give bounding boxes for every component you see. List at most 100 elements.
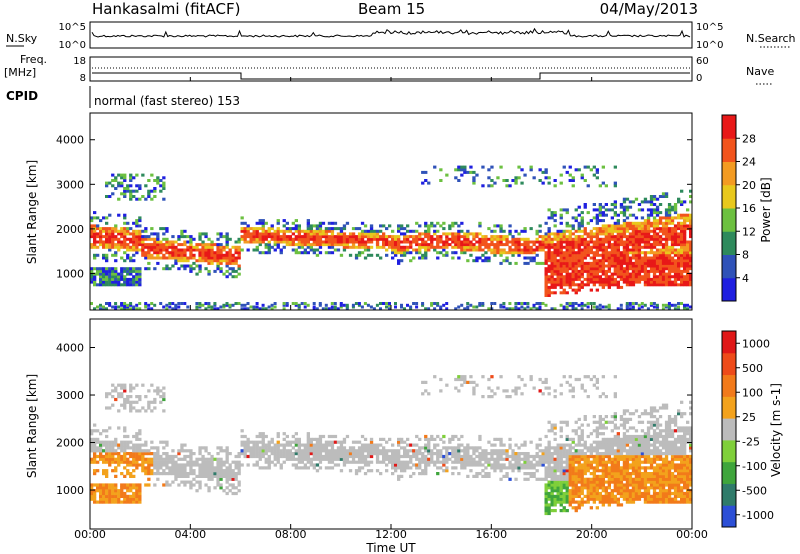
power-cell	[604, 259, 608, 263]
power-cell	[306, 219, 310, 223]
power-cell	[99, 280, 103, 284]
velocity-cell	[526, 472, 530, 476]
power-cell	[153, 248, 157, 252]
power-cell	[556, 283, 560, 287]
velocity-cell	[150, 409, 154, 413]
velocity-cell	[210, 460, 214, 464]
velocity-cell	[255, 443, 259, 447]
power-cell	[652, 237, 657, 241]
velocity-cell	[430, 460, 434, 464]
velocity-cell	[409, 454, 413, 459]
power-cell	[165, 227, 169, 231]
velocity-cell	[574, 377, 578, 382]
power-cell	[571, 184, 575, 188]
velocity-cell	[357, 466, 362, 470]
velocity-cell	[114, 437, 118, 441]
power-cell	[658, 264, 663, 268]
power-cell	[360, 305, 364, 309]
power-cell	[622, 197, 627, 201]
velocity-cell	[105, 472, 109, 476]
power-cell	[628, 280, 633, 284]
velocity-cell	[291, 452, 295, 456]
velocity-cell	[96, 449, 100, 453]
velocity-cell	[132, 434, 136, 439]
power-cell	[532, 248, 536, 252]
power-cell	[655, 208, 660, 212]
power-cell	[264, 237, 268, 241]
velocity-cell	[382, 452, 386, 456]
velocity-cell	[324, 466, 329, 470]
velocity-cell	[574, 454, 578, 459]
velocity-cell	[577, 506, 581, 510]
power-cell	[120, 256, 124, 260]
velocity-cell	[123, 434, 127, 439]
power-cell	[622, 259, 627, 263]
velocity-cell	[324, 449, 329, 453]
velocity-cell	[493, 466, 497, 470]
power-cell	[499, 253, 503, 257]
power-cell	[640, 259, 645, 263]
velocity-cell	[102, 486, 106, 490]
velocity-cell	[93, 454, 97, 459]
nsky-tick-bottom: 10^0	[59, 40, 86, 51]
power-cell	[357, 240, 362, 244]
velocity-cell	[472, 446, 476, 450]
power-cell	[234, 302, 238, 305]
velocity-cell	[550, 429, 554, 433]
velocity-cell	[556, 497, 560, 501]
velocity-cell	[267, 440, 271, 444]
power-cell	[315, 232, 320, 236]
power-cell	[502, 243, 506, 247]
power-cell	[117, 283, 121, 287]
velocity-cell	[568, 489, 572, 493]
velocity-cell	[520, 452, 524, 456]
power-cell	[670, 256, 675, 260]
power-cell	[385, 227, 389, 231]
power-cell	[673, 261, 678, 265]
velocity-cell	[523, 472, 527, 476]
power-cell	[427, 227, 431, 231]
power-cell	[568, 179, 572, 182]
velocity-cell	[496, 454, 500, 459]
power-cell	[156, 251, 160, 255]
power-cell	[312, 232, 316, 236]
velocity-cell	[93, 500, 97, 504]
power-cell	[541, 243, 545, 247]
power-cell	[664, 243, 669, 247]
power-cell	[156, 235, 160, 239]
power-cell	[171, 264, 175, 268]
power-cell	[577, 240, 581, 244]
power-cell	[294, 303, 298, 307]
power-cell	[240, 216, 244, 220]
power-cell	[556, 261, 560, 265]
velocity-cell	[436, 460, 440, 464]
power-cell	[670, 208, 675, 212]
power-cell	[544, 288, 548, 292]
velocity-cell	[93, 452, 97, 456]
power-cell	[427, 232, 431, 236]
power-cell	[508, 251, 512, 255]
power-cell	[415, 235, 419, 239]
velocity-cell	[553, 497, 557, 501]
velocity-cell	[282, 449, 286, 453]
power-cell	[625, 243, 630, 247]
power-cell	[547, 259, 551, 263]
power-cell	[652, 232, 657, 236]
power-cell	[382, 243, 386, 247]
power-cell	[664, 195, 669, 198]
power-cell	[586, 240, 590, 244]
velocity-cell	[571, 452, 575, 456]
velocity-cell	[129, 497, 133, 501]
power-cell	[664, 277, 669, 281]
velocity-cell	[291, 446, 295, 450]
power-cell	[219, 261, 223, 265]
power-cell	[363, 224, 368, 228]
velocity-cell	[583, 446, 587, 450]
power-cell	[424, 235, 428, 239]
power-cell	[126, 269, 130, 273]
velocity-cell	[544, 483, 548, 487]
power-cell	[565, 245, 569, 249]
power-cell	[592, 269, 596, 273]
power-cell	[667, 237, 672, 241]
power-cell	[673, 269, 678, 273]
